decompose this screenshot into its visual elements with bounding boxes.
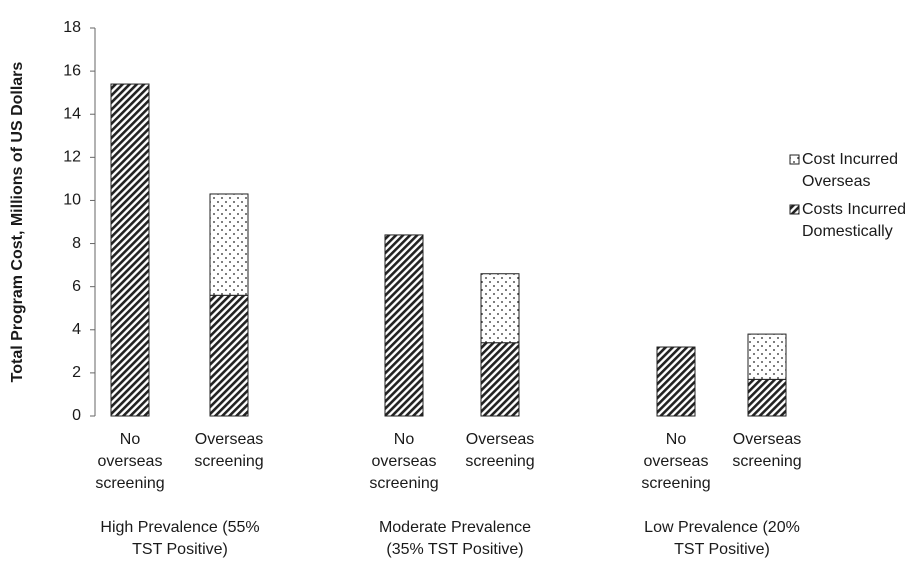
- y-tick-label: 4: [72, 321, 81, 338]
- x-tick-label: No overseas screening: [95, 431, 164, 492]
- y-axis-label: Total Program Cost, Millions of US Dolla…: [9, 62, 26, 383]
- group-label: TST Positive): [132, 541, 228, 558]
- bar-segment: [747, 333, 787, 380]
- y-tick-label: 6: [72, 278, 81, 295]
- bar-segment: [656, 346, 696, 417]
- x-tick-label: Overseas screening: [732, 431, 801, 470]
- group-label: High Prevalence (55%: [100, 519, 259, 536]
- bar-segment: [110, 83, 150, 417]
- y-tick-label: 10: [63, 192, 81, 209]
- y-tick-label: 12: [63, 149, 81, 166]
- legend-label: Costs Incurred Domestically: [802, 201, 906, 240]
- y-tick-label: 2: [72, 364, 81, 381]
- bar-segment: [480, 273, 520, 344]
- bar-segment: [384, 234, 424, 417]
- legend-swatch: [789, 154, 800, 165]
- x-tick-label: Overseas screening: [465, 431, 534, 470]
- legend-swatch: [789, 204, 800, 215]
- x-tick-label: No overseas screening: [641, 431, 710, 492]
- group-label: TST Positive): [674, 541, 770, 558]
- y-tick-label: 14: [63, 105, 81, 122]
- bar-segment: [209, 294, 249, 417]
- group-label: Low Prevalence (20%: [644, 519, 800, 536]
- y-tick-label: 0: [72, 407, 81, 424]
- bar-segment: [209, 193, 249, 296]
- bar-segment: [480, 342, 520, 417]
- y-tick-label: 16: [63, 62, 81, 79]
- bar-segment: [747, 378, 787, 417]
- y-tick-label: 18: [63, 19, 81, 36]
- group-label: (35% TST Positive): [386, 541, 523, 558]
- legend-label: Cost Incurred Overseas: [802, 151, 898, 190]
- x-tick-label: No overseas screening: [369, 431, 438, 492]
- group-label: Moderate Prevalence: [379, 519, 531, 536]
- y-tick-label: 8: [72, 235, 81, 252]
- x-tick-label: Overseas screening: [194, 431, 263, 470]
